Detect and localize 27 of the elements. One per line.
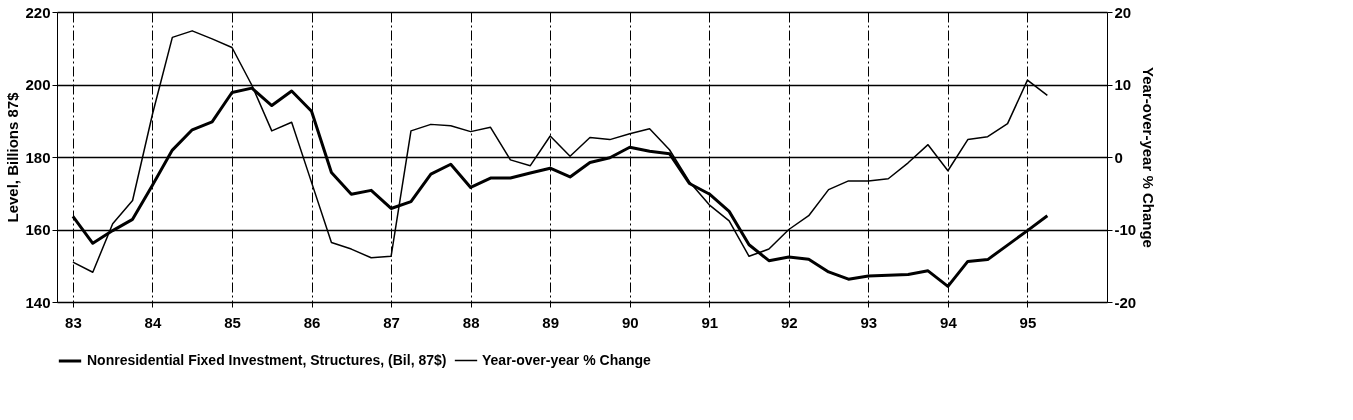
x-tick-label: 89 xyxy=(542,313,560,331)
legend-label: Year-over-year % Change xyxy=(482,351,652,368)
x-tick-label: 90 xyxy=(621,313,639,331)
x-tick-label: 87 xyxy=(383,313,400,331)
y-tick-label: 140 xyxy=(25,293,51,311)
y2-axis-title: Year-over-year % Change xyxy=(1140,67,1158,248)
y2-tick-label: 10 xyxy=(1114,76,1132,93)
x-tick-label: 91 xyxy=(701,313,719,331)
y-tick-label: 180 xyxy=(25,148,51,166)
x-tick-label: 83 xyxy=(65,313,82,331)
x-tick-label: 84 xyxy=(144,313,162,331)
y-tick-label: 200 xyxy=(25,76,51,93)
y-tick-label: 160 xyxy=(25,221,51,238)
y2-tick-label: 0 xyxy=(1114,148,1123,166)
x-tick-label: 88 xyxy=(462,313,480,331)
x-tick-label: 94 xyxy=(940,313,958,331)
x-tick-label: 86 xyxy=(303,313,321,331)
y-tick-label: 220 xyxy=(25,3,51,21)
y2-tick-label: -10 xyxy=(1114,221,1137,238)
x-tick-label: 85 xyxy=(224,313,241,331)
legend-label: Nonresidential Fixed Investment, Structures, (Bil, 87$) xyxy=(87,352,447,368)
y2-tick-label: -20 xyxy=(1114,293,1137,311)
y2-tick-label: 20 xyxy=(1114,3,1132,21)
x-tick-label: 95 xyxy=(1019,313,1037,331)
x-tick-label: 92 xyxy=(780,313,798,331)
x-tick-label: 93 xyxy=(860,313,878,331)
y-axis-title: Level, Billions 87$ xyxy=(4,91,22,223)
